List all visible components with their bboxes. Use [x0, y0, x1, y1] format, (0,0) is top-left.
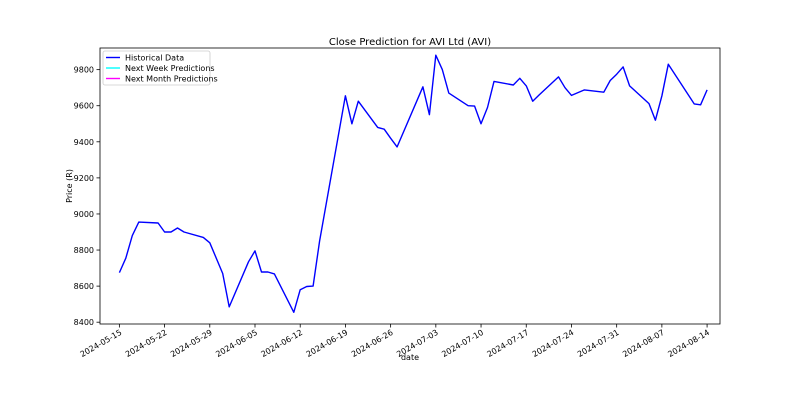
legend: Historical Data Next Week PredictionsNext… [102, 50, 218, 86]
chart-title: Close Prediction for AVI Ltd (AVI) [329, 37, 491, 48]
y-tick-label: 9800 [74, 66, 94, 75]
y-tick-label: 8800 [74, 246, 94, 255]
y-tick-label: 9000 [74, 210, 94, 219]
plot-frame [99, 47, 721, 325]
legend-label: Historical Data [125, 53, 184, 62]
y-tick-label: 8400 [74, 318, 94, 327]
y-tick-label: 9400 [74, 138, 94, 147]
legend-box [102, 50, 211, 86]
y-tick-label: 9600 [74, 102, 94, 111]
y-axis: 8400 8600 8800 9000 9200 9400 9600 9800 [74, 66, 100, 327]
series-line-0 [118, 54, 708, 313]
y-tick-label: 8600 [74, 282, 94, 291]
y-axis-label: Price (R) [65, 169, 74, 203]
series-layer [118, 54, 708, 313]
y-tick-label: 9200 [74, 174, 94, 183]
legend-label: Next Month Predictions [125, 74, 218, 83]
legend-label: Next Week Predictions [125, 64, 215, 73]
x-axis-label: date [401, 353, 419, 362]
